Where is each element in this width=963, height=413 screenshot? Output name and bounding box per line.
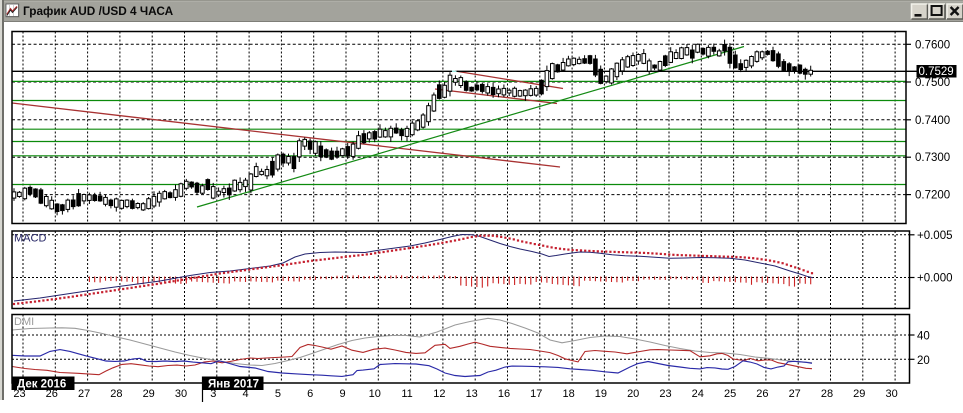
svg-text:19: 19 [595, 388, 607, 400]
svg-text:27: 27 [78, 388, 90, 400]
svg-text:29: 29 [853, 388, 865, 400]
svg-text:23: 23 [659, 388, 671, 400]
svg-text:13: 13 [466, 388, 478, 400]
svg-text:40: 40 [917, 331, 930, 343]
svg-text:+0.005: +0.005 [917, 230, 953, 242]
svg-text:Дек 2016: Дек 2016 [17, 379, 66, 391]
svg-text:12: 12 [433, 388, 445, 400]
svg-text:11: 11 [401, 388, 412, 400]
svg-text:20: 20 [917, 355, 930, 367]
svg-text:0.7200: 0.7200 [915, 190, 950, 202]
svg-text:0.7529: 0.7529 [919, 66, 954, 78]
svg-text:29: 29 [143, 388, 155, 400]
svg-text:4: 4 [243, 388, 249, 400]
svg-text:0.7400: 0.7400 [915, 115, 950, 127]
svg-text:График AUD /USD 4 ЧАСА: График AUD /USD 4 ЧАСА [23, 4, 174, 18]
svg-text:25: 25 [724, 388, 736, 400]
svg-text:MACD: MACD [14, 233, 46, 245]
svg-text:0.7500: 0.7500 [915, 77, 950, 89]
svg-text:6: 6 [307, 388, 313, 400]
svg-text:26: 26 [756, 388, 768, 400]
svg-text:16: 16 [498, 388, 510, 400]
svg-text:30: 30 [885, 388, 897, 400]
svg-text:0.7600: 0.7600 [915, 39, 950, 51]
svg-text:9: 9 [339, 388, 345, 400]
svg-text:20: 20 [627, 388, 639, 400]
svg-text:DMI: DMI [14, 316, 34, 328]
svg-text:26: 26 [46, 388, 58, 400]
svg-text:3: 3 [210, 388, 216, 400]
svg-text:23: 23 [13, 388, 25, 400]
svg-text:5: 5 [275, 388, 281, 400]
svg-text:28: 28 [110, 388, 122, 400]
svg-text:10: 10 [369, 388, 381, 400]
svg-text:27: 27 [789, 388, 801, 400]
svg-text:28: 28 [821, 388, 833, 400]
svg-text:18: 18 [562, 388, 574, 400]
svg-text:24: 24 [692, 388, 704, 400]
svg-text:Янв 2017: Янв 2017 [208, 379, 259, 391]
svg-text:+0.000: +0.000 [917, 273, 953, 285]
svg-text:0.7300: 0.7300 [915, 152, 950, 164]
svg-text:30: 30 [175, 388, 187, 400]
svg-text:17: 17 [530, 388, 542, 400]
